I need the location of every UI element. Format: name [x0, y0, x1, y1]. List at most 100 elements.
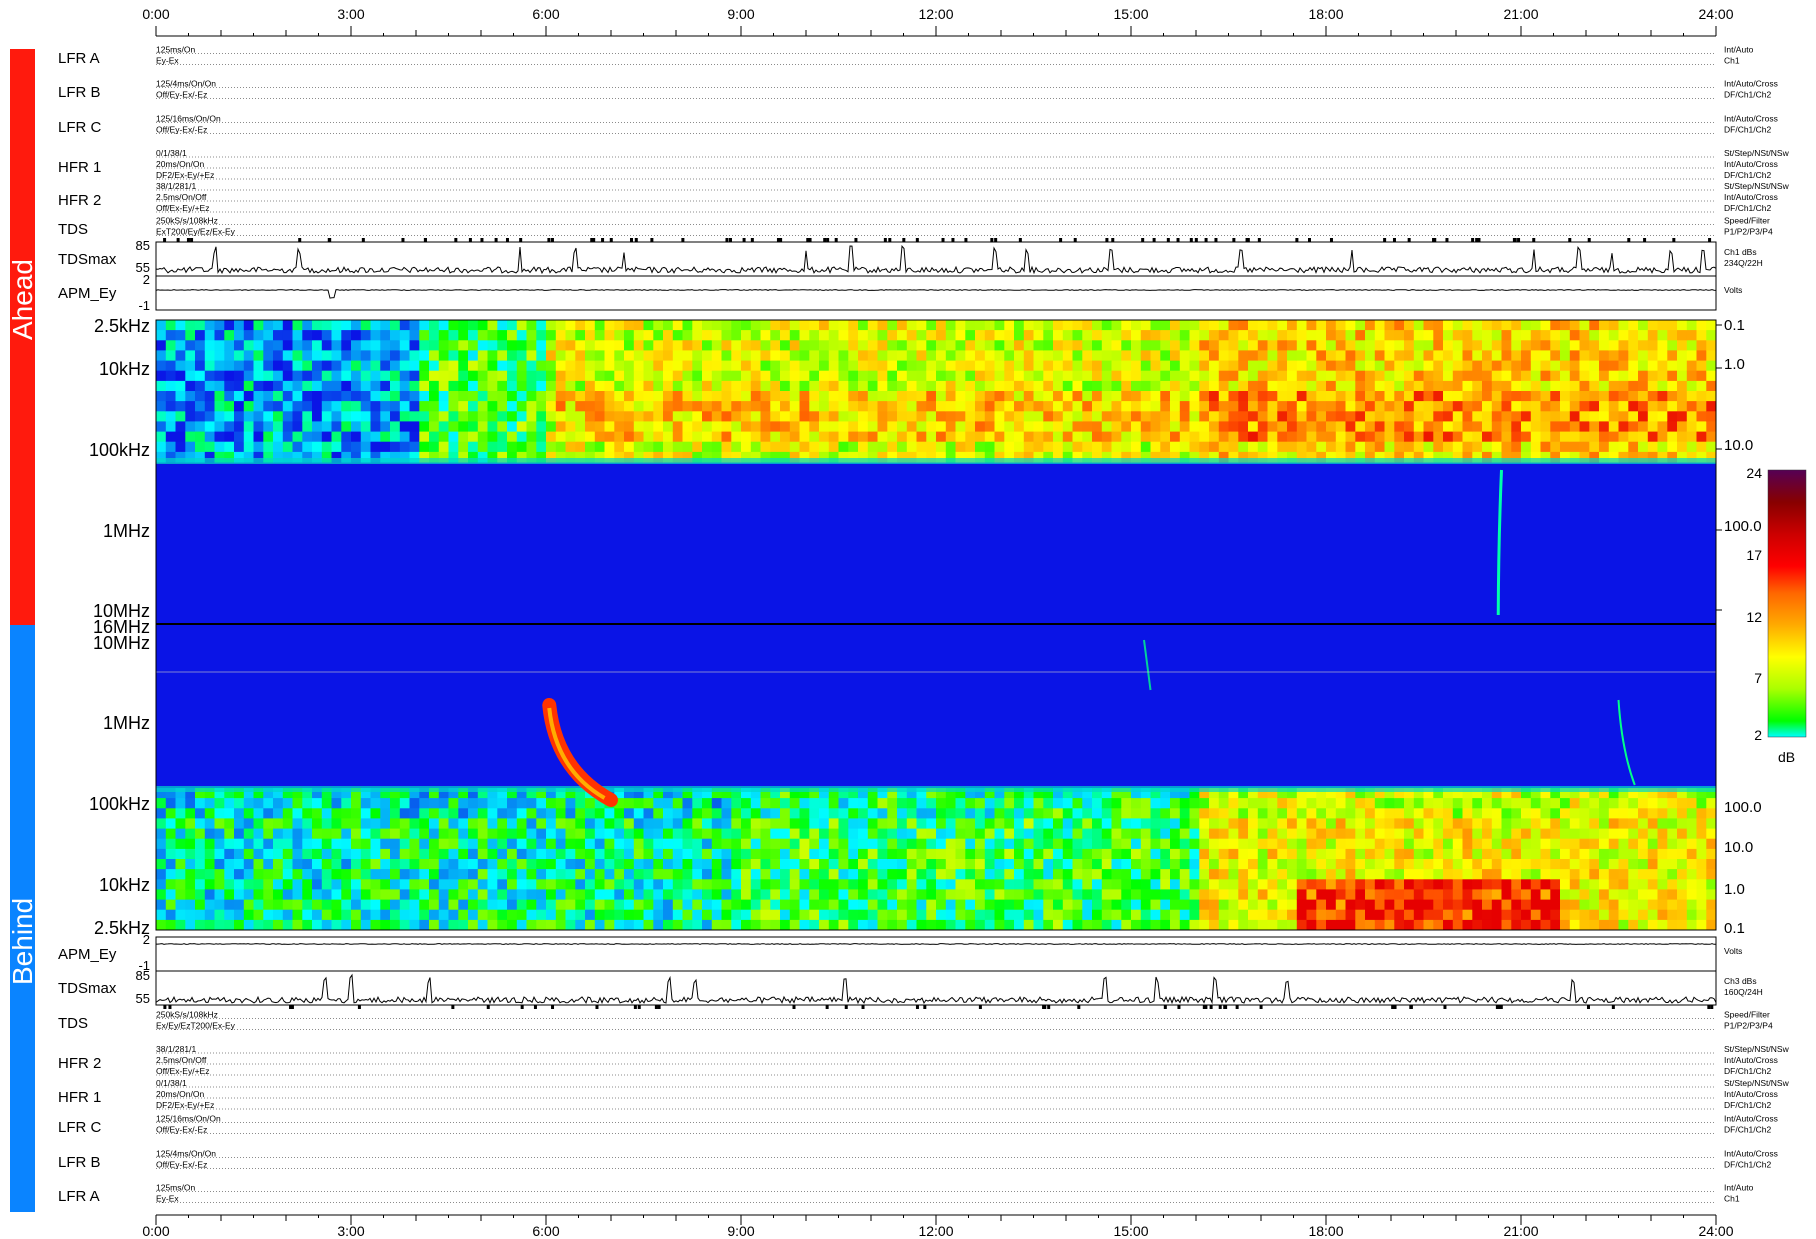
- spectrogram-cell: [1404, 899, 1415, 911]
- spectrogram-cell: [341, 919, 352, 930]
- spectrogram-cell: [799, 859, 810, 870]
- spectrogram-cell: [1394, 869, 1405, 880]
- spectrogram-cell: [1355, 411, 1366, 422]
- spectrogram-cell: [867, 869, 879, 880]
- tds-event-mark: [915, 238, 919, 242]
- spectrogram-cell: [1043, 350, 1054, 362]
- spectrogram-cell: [1423, 411, 1434, 422]
- spectrogram-cell: [263, 798, 274, 809]
- spectrogram-cell: [1023, 340, 1035, 351]
- row-label: LFR C: [58, 1119, 102, 1136]
- spectrogram-cell: [438, 869, 450, 880]
- spectrogram-cell: [282, 360, 294, 372]
- spectrogram-cell: [234, 919, 245, 930]
- spectrogram-cell: [331, 451, 342, 463]
- spectrogram-cell: [1423, 808, 1434, 819]
- spectrogram-cell: [926, 869, 937, 880]
- spectrogram-cell: [1218, 421, 1230, 433]
- spectrogram-cell: [419, 838, 430, 850]
- spectrogram-cell: [1092, 350, 1103, 362]
- spectrogram-cell: [750, 848, 762, 860]
- spectrogram-cell: [487, 441, 498, 453]
- spectrogram-cell: [663, 340, 674, 351]
- spectrogram-cell: [1482, 360, 1493, 372]
- spectrogram-cell: [1121, 909, 1132, 921]
- spectrogram-cell: [302, 818, 313, 830]
- panel-frame: [155, 275, 1717, 311]
- spectrogram-cell: [770, 350, 781, 362]
- spectrogram-cell: [1686, 340, 1698, 351]
- spectrogram-cell: [536, 899, 547, 911]
- spectrogram-cell: [984, 848, 996, 860]
- spectrogram-cell: [1521, 350, 1532, 362]
- spectrogram-cell: [585, 818, 596, 830]
- spectrogram-cell: [750, 838, 762, 850]
- spectrogram-cell: [799, 919, 810, 930]
- spectrogram-cell: [331, 431, 342, 443]
- spectrogram-cell: [741, 899, 752, 911]
- spectrogram-cell: [1530, 330, 1542, 341]
- spectrogram-cell: [594, 798, 606, 809]
- tds-event-mark: [454, 238, 458, 242]
- spectrogram-cell: [1053, 909, 1064, 921]
- spectrogram-cell: [526, 919, 537, 930]
- spectrogram-cell: [1053, 391, 1064, 402]
- spectrogram-cell: [1199, 788, 1210, 799]
- spectrogram-cell: [721, 909, 732, 921]
- spectrogram-cell: [1033, 798, 1044, 809]
- spectrogram-cell: [1452, 818, 1464, 830]
- spectrogram-cell: [643, 879, 654, 890]
- spectrogram-cell: [1014, 360, 1025, 372]
- spectrogram-cell: [1404, 360, 1415, 372]
- spectrogram-cell: [351, 828, 362, 840]
- spectrogram-cell: [546, 320, 557, 331]
- spectrogram-cell: [1335, 909, 1347, 921]
- spectrogram-cell: [507, 350, 518, 362]
- tds-event-mark: [941, 238, 945, 242]
- spectrogram-cell: [1452, 330, 1464, 341]
- spectrogram-cell: [1404, 401, 1415, 412]
- spectrogram-cell: [1277, 350, 1288, 362]
- spectrogram-cell: [1589, 869, 1600, 880]
- spectrogram-cell: [292, 798, 303, 809]
- spectrogram-cell: [1033, 431, 1044, 443]
- panel-ytick: -1: [138, 298, 150, 313]
- spectrogram-cell: [1257, 391, 1269, 402]
- spectrogram-cell: [1277, 879, 1288, 890]
- spectrogram-cell: [789, 869, 801, 880]
- tds-event-mark: [1047, 1005, 1051, 1009]
- spectrogram-cell: [1706, 899, 1716, 911]
- panel-ytick: 55: [136, 260, 150, 275]
- spectrogram-cell: [507, 828, 518, 840]
- spectrogram-cell: [1111, 401, 1122, 412]
- tds-event-mark: [681, 238, 685, 242]
- spectrogram-cell: [331, 808, 342, 819]
- panel-label: APM_Ey: [58, 285, 117, 302]
- spectrogram-cell: [1053, 330, 1064, 341]
- row-left-setting: Off/Ey-Ex/-Ez: [156, 1125, 207, 1135]
- spectrogram-cell: [1462, 431, 1473, 443]
- spectrogram-cell: [1238, 350, 1249, 362]
- spectrogram-cell: [1326, 828, 1337, 840]
- spectrogram-cell: [1413, 350, 1425, 362]
- tds-event-mark: [861, 1005, 865, 1009]
- spectrogram-cell: [828, 879, 840, 890]
- spectrogram-cell: [312, 350, 323, 362]
- spectrogram-cell: [468, 360, 479, 372]
- spectrogram-cell: [1277, 828, 1288, 840]
- spectrogram-cell: [760, 838, 771, 850]
- spectrogram-cell: [302, 391, 313, 402]
- spectrogram-cell: [204, 431, 216, 443]
- time-tick-label: 21:00: [1503, 1223, 1538, 1239]
- spectrogram-cell: [1306, 899, 1317, 911]
- spectrogram-cell: [809, 330, 820, 341]
- spectrogram-cell: [663, 451, 674, 463]
- spectrogram-cell: [1257, 838, 1269, 850]
- spectrogram-cell: [370, 899, 381, 911]
- spectrogram-cell: [234, 320, 245, 331]
- spectrogram-cell: [438, 859, 450, 870]
- spectrogram-cell: [234, 838, 245, 850]
- spectrogram-cell: [507, 909, 518, 921]
- spectrogram-cell: [1043, 320, 1054, 331]
